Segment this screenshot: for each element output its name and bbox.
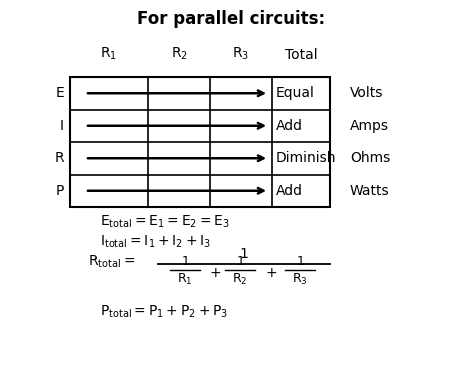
Text: $\mathrm{R_3}$: $\mathrm{R_3}$ [292,272,308,287]
Text: R$_3$: R$_3$ [232,45,249,62]
Text: $\mathrm{E_{total} = E_1 = E_2 = E_3}$: $\mathrm{E_{total} = E_1 = E_2 = E_3}$ [100,214,230,230]
Text: R$_1$: R$_1$ [100,45,117,62]
Text: For parallel circuits:: For parallel circuits: [137,10,325,28]
Text: Add: Add [276,119,303,133]
Text: $\mathrm{R_1}$: $\mathrm{R_1}$ [177,272,193,287]
Text: Diminish: Diminish [276,151,336,165]
Bar [70,77,330,207]
Text: $\mathrm{+}$: $\mathrm{+}$ [209,266,221,280]
Text: $\mathrm{P_{total} = P_1 + P_2 + P_3}$: $\mathrm{P_{total} = P_1 + P_2 + P_3}$ [100,304,228,320]
Text: I: I [60,119,64,133]
Text: $\mathrm{I_{total} = I_1 + I_2 + I_3}$: $\mathrm{I_{total} = I_1 + I_2 + I_3}$ [100,234,211,250]
Text: $\mathrm{+}$: $\mathrm{+}$ [265,266,277,280]
Text: Equal: Equal [276,86,315,100]
Text: P: P [55,184,64,198]
Text: Amps: Amps [350,119,389,133]
Text: E: E [55,86,64,100]
Text: $\mathrm{1}$: $\mathrm{1}$ [181,255,189,268]
Text: $\mathrm{1}$: $\mathrm{1}$ [296,255,304,268]
Text: R: R [55,151,64,165]
Text: Watts: Watts [350,184,389,198]
Text: $\mathrm{R_2}$: $\mathrm{R_2}$ [232,272,248,287]
Text: Add: Add [276,184,303,198]
Text: $\mathrm{1}$: $\mathrm{1}$ [236,255,244,268]
Text: Ohms: Ohms [350,151,390,165]
Text: $\mathrm{1}$: $\mathrm{1}$ [239,247,249,261]
Text: Total: Total [285,48,317,62]
Text: Volts: Volts [350,86,383,100]
Text: R$_2$: R$_2$ [170,45,188,62]
Text: $\mathrm{R_{total}}=$: $\mathrm{R_{total}}=$ [88,254,135,270]
